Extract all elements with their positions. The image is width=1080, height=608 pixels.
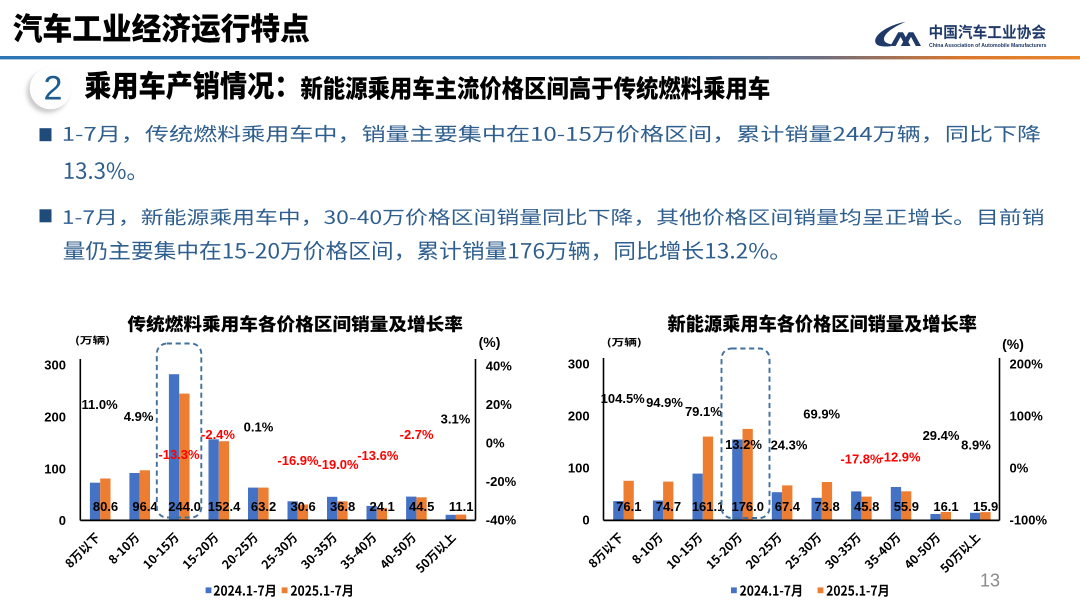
svg-text:96.4: 96.4 xyxy=(132,499,158,514)
svg-text:79.1%: 79.1% xyxy=(685,404,722,419)
svg-text:-20%: -20% xyxy=(486,474,517,489)
svg-text:40%: 40% xyxy=(486,358,512,373)
svg-text:76.1: 76.1 xyxy=(616,499,641,514)
svg-text:(%): (%) xyxy=(1002,336,1024,352)
svg-text:244.0: 244.0 xyxy=(168,499,201,514)
svg-text:0%: 0% xyxy=(1010,460,1029,475)
svg-text:74.7: 74.7 xyxy=(656,499,681,514)
svg-text:24.1: 24.1 xyxy=(369,499,394,514)
svg-text:100: 100 xyxy=(44,461,66,476)
svg-text:-2.4%: -2.4% xyxy=(201,427,235,442)
svg-text:100%: 100% xyxy=(1010,408,1044,423)
svg-text:8.9%: 8.9% xyxy=(961,438,991,453)
svg-text:-19.0%: -19.0% xyxy=(317,457,359,472)
svg-text:36.8: 36.8 xyxy=(330,499,355,514)
svg-text:0%: 0% xyxy=(486,436,505,451)
svg-text:161.1: 161.1 xyxy=(692,499,725,514)
svg-text:2: 2 xyxy=(44,69,63,107)
svg-text:China Association of Automobil: China Association of Automobile Manufact… xyxy=(929,43,1047,49)
svg-text:67.4: 67.4 xyxy=(775,499,801,514)
svg-text:-17.8%: -17.8% xyxy=(840,452,882,467)
svg-text:63.2: 63.2 xyxy=(251,499,276,514)
svg-text:100: 100 xyxy=(568,460,590,475)
svg-text:0: 0 xyxy=(59,513,66,528)
svg-text:300: 300 xyxy=(568,356,590,371)
svg-text:-16.9%: -16.9% xyxy=(277,453,319,468)
svg-text:69.9%: 69.9% xyxy=(803,407,840,422)
svg-text:13: 13 xyxy=(980,571,1000,591)
svg-text:30.6: 30.6 xyxy=(290,499,315,514)
svg-text:200%: 200% xyxy=(1010,356,1044,371)
svg-text:73.8: 73.8 xyxy=(814,499,839,514)
svg-text:55.9: 55.9 xyxy=(894,499,919,514)
svg-text:200: 200 xyxy=(568,408,590,423)
svg-text:-100%: -100% xyxy=(1010,512,1048,527)
svg-text:4.9%: 4.9% xyxy=(124,409,154,424)
svg-text:13.2%: 13.2% xyxy=(725,437,762,452)
svg-text:20%: 20% xyxy=(486,397,512,412)
svg-text:11.0%: 11.0% xyxy=(82,397,119,412)
svg-text:-2.7%: -2.7% xyxy=(400,427,434,442)
svg-text:80.6: 80.6 xyxy=(93,499,118,514)
svg-text:3.1%: 3.1% xyxy=(441,412,471,427)
svg-text:0.1%: 0.1% xyxy=(244,420,274,435)
svg-text:176.0: 176.0 xyxy=(731,499,764,514)
svg-text:94.9%: 94.9% xyxy=(646,395,683,410)
svg-text:24.3%: 24.3% xyxy=(771,438,808,453)
svg-text:104.5%: 104.5% xyxy=(601,391,646,406)
svg-text:152.4: 152.4 xyxy=(208,499,241,514)
svg-text:45.8: 45.8 xyxy=(854,499,879,514)
svg-text:44.5: 44.5 xyxy=(409,499,434,514)
svg-text:(%): (%) xyxy=(479,334,501,350)
svg-text:300: 300 xyxy=(44,357,66,372)
svg-text:-40%: -40% xyxy=(486,513,517,528)
svg-text:16.1: 16.1 xyxy=(933,499,958,514)
svg-text:-13.3%: -13.3% xyxy=(158,447,200,462)
svg-text:11.1: 11.1 xyxy=(449,499,474,514)
svg-text:29.4%: 29.4% xyxy=(923,428,960,443)
svg-text:200: 200 xyxy=(44,409,66,424)
svg-text:-12.9%: -12.9% xyxy=(879,450,921,465)
svg-text:-13.6%: -13.6% xyxy=(357,448,399,463)
svg-text:0: 0 xyxy=(582,512,589,527)
svg-text:15.9: 15.9 xyxy=(973,499,998,514)
